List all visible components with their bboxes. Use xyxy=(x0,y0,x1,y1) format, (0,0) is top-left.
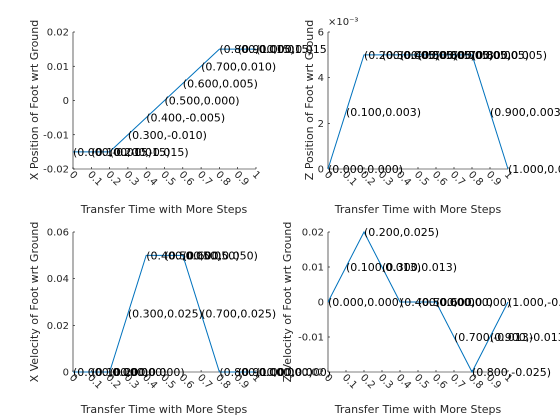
data-label: (0.700,-0.013) xyxy=(454,331,533,344)
data-label: (1.000,-0.000) xyxy=(508,296,560,309)
data-label: (0.100,0.013) xyxy=(346,261,421,274)
y-tick-label: 0.02 xyxy=(47,28,69,39)
data-label: (0.400,-0.005) xyxy=(146,112,225,125)
data-label: (0.500,0.000) xyxy=(418,296,493,309)
data-label: (0.800,0.015) xyxy=(219,43,294,56)
subplot-x-position: Transfer Time with More Steps X Position… xyxy=(28,20,331,216)
series-line xyxy=(73,254,256,373)
data-label: (0.900,0.000) xyxy=(238,366,313,379)
data-label: (0.700,0.010) xyxy=(201,60,276,73)
data-label: (0.600,0.005) xyxy=(183,77,258,90)
data-label: (0.600,0.000) xyxy=(436,296,511,309)
subplot-x-velocity: Transfer Time with More Steps X Velocity… xyxy=(28,222,331,416)
ylabel: Z Position of Foot wrt Ground xyxy=(303,20,316,180)
y-tick-label: 0 xyxy=(63,96,69,107)
data-label: (1.000,0.000) xyxy=(508,163,560,176)
data-label: (0.000,0.000) xyxy=(328,163,403,176)
data-label: (0.800,0.000) xyxy=(219,366,294,379)
y-tick-label: -0.02 xyxy=(298,368,324,379)
data-label: (0.700,0.025) xyxy=(201,308,276,321)
data-label: (0.500,0.005) xyxy=(418,49,493,62)
data-label: (0.200,0.000) xyxy=(110,366,185,379)
data-label: (0.900,0.015) xyxy=(238,43,313,56)
y-tick-label: 6 xyxy=(318,28,324,39)
data-label: (0.000,0.000) xyxy=(328,296,403,309)
data-label: (0.600,0.005) xyxy=(436,49,511,62)
ylabel: X Position of Foot wrt Ground xyxy=(28,20,41,180)
data-label: (0.400,0.005) xyxy=(400,49,475,62)
data-label: (0.400,0.000) xyxy=(400,296,475,309)
y-tick-label: -0.01 xyxy=(43,130,69,141)
y-tick-label: 0 xyxy=(318,165,324,176)
y-exponent: ×10⁻³ xyxy=(328,17,358,28)
ylabel: X Velocity of Foot wrt Ground xyxy=(28,222,41,383)
data-label: (0.000,0.000) xyxy=(73,366,148,379)
series-line xyxy=(73,48,256,153)
data-label: (0.500,0.000) xyxy=(165,95,240,108)
data-label: (0.200,0.005) xyxy=(364,49,439,62)
xlabel: Transfer Time with More Steps xyxy=(80,403,248,416)
y-tick-label: 0.01 xyxy=(302,263,324,274)
xlabel: Transfer Time with More Steps xyxy=(334,403,502,416)
data-label: (0.900,-0.013) xyxy=(490,331,560,344)
ylabel: Z Velocity of Foot wrt Ground xyxy=(281,222,294,383)
series-line xyxy=(327,54,509,170)
data-label: (0.300,0.013) xyxy=(382,261,457,274)
data-label: (0.100,-0.015) xyxy=(91,146,170,159)
y-tick-label: 0 xyxy=(63,368,69,379)
y-tick-label: 0.02 xyxy=(302,228,324,239)
xlabel: Transfer Time with More Steps xyxy=(80,203,248,216)
data-label: (0.300,-0.010) xyxy=(128,129,207,142)
data-label: (0.200,0.025) xyxy=(364,226,439,239)
subplot-z-position: Transfer Time with More Steps Z Position… xyxy=(303,17,560,216)
y-tick-label: 0.06 xyxy=(47,228,69,239)
y-tick-label: 0 xyxy=(318,298,324,309)
y-tick-label: 0.01 xyxy=(47,62,69,73)
data-label: (0.800,-0.025) xyxy=(472,366,551,379)
data-label: (1.000,0.000) xyxy=(256,366,331,379)
y-tick-label: 2 xyxy=(318,119,324,130)
y-tick-label: 0.04 xyxy=(47,274,69,285)
data-label: (0.100,0.000) xyxy=(91,366,166,379)
data-label: (0.900,0.003) xyxy=(490,106,560,119)
data-label: (1.000,0.015) xyxy=(256,43,331,56)
data-label: (0.200,-0.015) xyxy=(110,146,189,159)
y-tick-label: 4 xyxy=(318,73,324,84)
data-label: (0.800,0.005) xyxy=(472,49,547,62)
y-tick-label: -0.01 xyxy=(298,333,324,344)
y-tick-label: -0.02 xyxy=(43,165,69,176)
data-label: (0.700,0.005) xyxy=(454,49,529,62)
data-label: (0.500,0.050) xyxy=(165,249,240,262)
xlabel: Transfer Time with More Steps xyxy=(334,203,502,216)
data-label: (0.400,0.050) xyxy=(146,249,221,262)
data-label: (0.100,0.003) xyxy=(346,106,421,119)
data-label: (0.300,0.025) xyxy=(128,308,203,321)
data-label: (0.600,0.050) xyxy=(183,249,258,262)
data-label: (0.000,-0.015) xyxy=(73,146,152,159)
y-tick-label: 0.02 xyxy=(47,321,69,332)
data-label: (0.300,0.005) xyxy=(382,49,457,62)
series-line xyxy=(327,230,509,374)
